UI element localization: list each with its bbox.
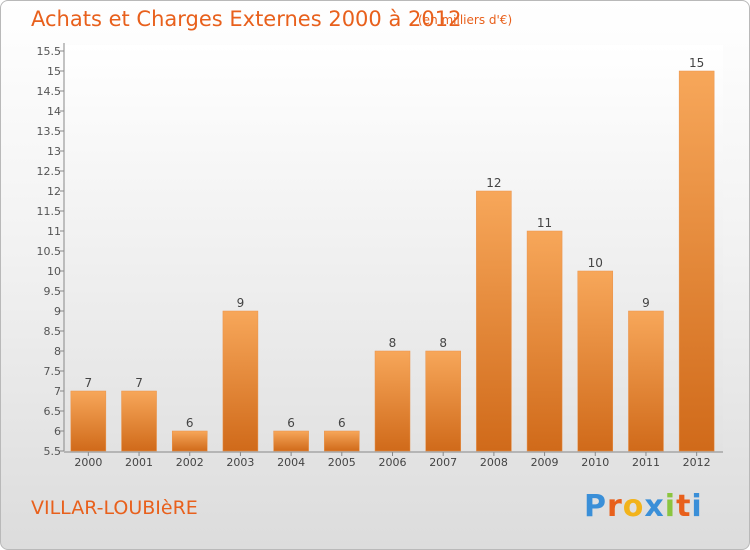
bar [324,430,360,452]
y-tick-label: 9.5 [44,285,62,298]
y-tick-label: 8.5 [44,325,62,338]
chart-title: Achats et Charges Externes 2000 à 2012 [31,7,462,31]
y-tick-label: 12 [47,185,61,198]
y-tick-label: 8 [54,345,61,358]
y-tick-label: 13.5 [37,125,62,138]
y-tick-label: 9 [54,305,61,318]
proxiti-logo: Proxiti [584,489,703,524]
y-tick-label: 10.5 [37,245,62,258]
y-tick-label: 5.5 [44,445,62,458]
bar [577,270,614,452]
y-tick-label: 15 [47,65,61,78]
bar [425,350,461,452]
bar [476,190,512,452]
data-label: 7 [135,376,143,390]
y-tick-label: 14 [47,105,61,118]
x-tick-label: 2006 [379,456,407,469]
bars: 7 7 6 9 6 6 8 8 12 11 10 9 15 [70,56,715,452]
bar [678,70,715,452]
data-label: 7 [85,376,93,390]
y-tick-label: 12.5 [37,165,62,178]
x-tick-label: 2009 [531,456,559,469]
x-tick-label: 2002 [176,456,204,469]
y-tick-label: 11 [47,225,61,238]
chart-subtitle: (en milliers d'€) [418,13,513,27]
x-tick-label: 2000 [74,456,102,469]
data-label: 6 [338,416,346,430]
y-tick-label: 10 [47,265,61,278]
data-label: 10 [588,256,603,270]
bar [121,390,157,452]
bar [374,350,411,452]
x-tick-label: 2012 [683,456,711,469]
y-tick-label: 13 [47,145,61,158]
x-tick-label: 2011 [632,456,660,469]
data-label: 8 [389,336,397,350]
y-tick-label: 7.5 [44,365,62,378]
x-tick-label: 2003 [226,456,254,469]
data-label: 15 [689,56,704,70]
x-tick-label: 2004 [277,456,305,469]
bar [628,310,664,452]
x-tick-label: 2001 [125,456,153,469]
y-axis: 5.5 6 6.5 7 7.5 8 8.5 9 9.5 10 10.5 11 11.5 12 12.5 13 1… [37,43,65,458]
x-axis: 2000 2001 2002 2003 2004 2005 2006 2007 2008 2009… [64,451,723,469]
bar [70,390,107,452]
x-tick-label: 2005 [328,456,356,469]
data-label: 9 [237,296,245,310]
y-tick-label: 14.5 [37,85,62,98]
data-label: 6 [186,416,194,430]
data-label: 11 [537,216,552,230]
y-tick-label: 11.5 [37,205,62,218]
bar [526,230,563,452]
bar [273,430,309,452]
data-label: 6 [287,416,295,430]
data-label: 8 [439,336,447,350]
x-tick-label: 2010 [581,456,609,469]
y-tick-label: 6 [54,425,61,438]
data-label: 9 [642,296,650,310]
x-tick-label: 2007 [429,456,457,469]
x-tick-label: 2008 [480,456,508,469]
bar [222,310,259,452]
y-tick-label: 7 [54,385,61,398]
y-tick-label: 6.5 [44,405,62,418]
bar [171,430,208,452]
place-name: VILLAR-LOUBIèRE [31,497,198,519]
data-label: 12 [486,176,501,190]
y-tick-label: 15.5 [37,45,62,58]
